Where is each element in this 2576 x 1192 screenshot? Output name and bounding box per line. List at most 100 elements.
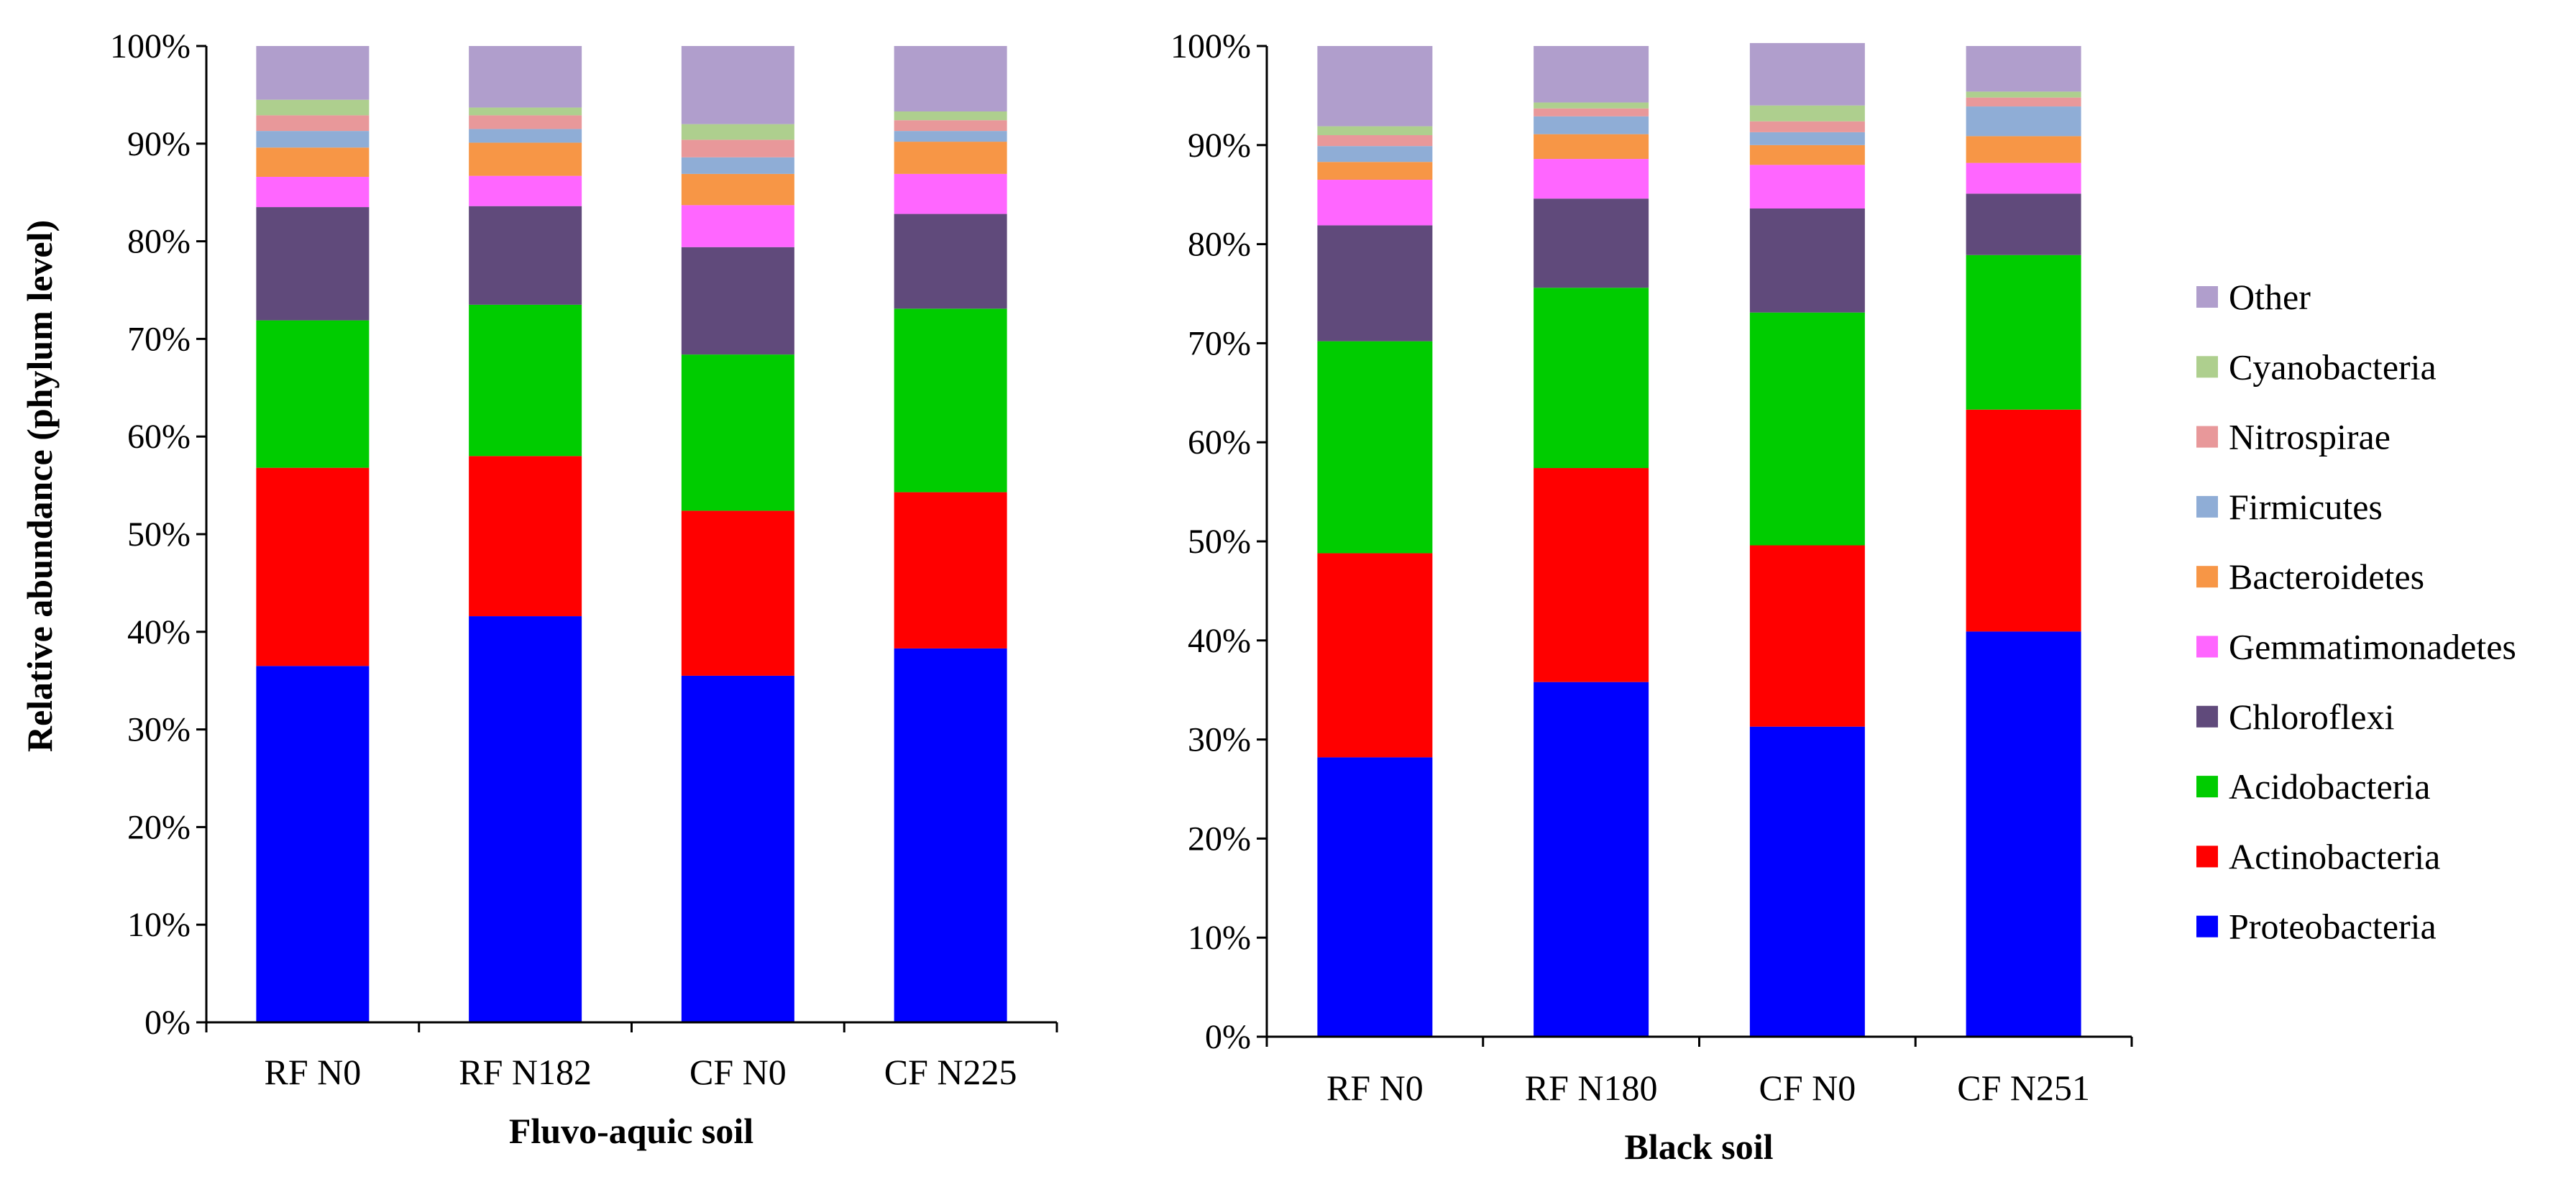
bar-segment-other-rf-n182 — [469, 46, 582, 108]
legend-label-acidobacteria: Acidobacteria — [2229, 766, 2430, 807]
bar-segment-other-rf-n0 — [256, 46, 370, 100]
bar-segment-chloroflexi-cf-n225 — [894, 214, 1007, 309]
bar-segment-proteobacteria-cf-n0 — [681, 675, 794, 1022]
bar-segment-bacteroidetes-rf-n0 — [256, 147, 370, 177]
bar-segment-gemmatimonadetes-cf-n251 — [1966, 162, 2081, 194]
legend-swatch-other — [2196, 286, 2218, 308]
chart-fluvo-aquic-soil: 0%10%20%30%40%50%60%70%80%90%100% RF N0 R… — [110, 27, 1058, 1151]
legend-swatch-proteobacteria — [2196, 915, 2218, 937]
bar-segment-acidobacteria-cf-n0 — [681, 354, 794, 511]
bar-segment-gemmatimonadetes-rf-n0 — [256, 176, 370, 208]
y-tick-label: 80% — [1188, 226, 1251, 264]
y-tick-label: 60% — [1188, 423, 1251, 462]
x-category-label: RF N0 — [1326, 1068, 1424, 1108]
bar-segment-gemmatimonadetes-rf-n182 — [469, 175, 582, 206]
x-ticks-black: RF N0 RF N180 CF N0 CF N251 — [1265, 1037, 2133, 1108]
legend-swatch-cyanobacteria — [2196, 356, 2218, 378]
bar-segment-firmicutes-rf-n0 — [1317, 146, 1433, 162]
bar-segment-bacteroidetes-cf-n225 — [894, 142, 1007, 174]
bar-segment-proteobacteria-rf-n0 — [1317, 757, 1433, 1037]
bar-segment-cyanobacteria-cf-n251 — [1966, 91, 2081, 98]
y-tick-label: 100% — [1170, 27, 1251, 65]
y-tick-label: 40% — [1188, 622, 1251, 660]
bar-segment-acidobacteria-rf-n180 — [1534, 288, 1649, 469]
bar-segment-actinobacteria-rf-n0 — [256, 467, 370, 666]
y-tick-label: 90% — [1188, 127, 1251, 165]
bar-segment-cyanobacteria-cf-n0 — [1749, 105, 1865, 122]
legend-label-firmicutes: Firmicutes — [2229, 487, 2383, 527]
bar-segment-acidobacteria-cf-n251 — [1966, 255, 2081, 410]
legend-label-chloroflexi: Chloroflexi — [2229, 697, 2395, 737]
x-category-label: CF N251 — [1957, 1068, 2090, 1108]
bar-segment-nitrospirae-cf-n251 — [1966, 97, 2081, 107]
bar-segment-chloroflexi-cf-n0 — [1749, 208, 1865, 313]
bar-segment-chloroflexi-cf-n0 — [681, 247, 794, 355]
bar-segment-acidobacteria-rf-n0 — [1317, 341, 1433, 554]
y-tick-label: 80% — [127, 223, 191, 261]
x-category-label: CF N225 — [884, 1052, 1017, 1092]
bar-segment-nitrospirae-rf-n0 — [1317, 135, 1433, 147]
bar-segment-firmicutes-cf-n0 — [1749, 132, 1865, 145]
y-ticks-fluvo: 0% 10% 20% 30% 40% 50% 60% 70% 80% 90% 100% — [110, 27, 206, 1042]
bar-segment-nitrospirae-rf-n180 — [1534, 108, 1649, 116]
bar-segment-other-rf-n0 — [1317, 46, 1433, 127]
bar-segment-cyanobacteria-rf-n180 — [1534, 102, 1649, 109]
bar-segment-proteobacteria-cf-n251 — [1966, 631, 2081, 1037]
x-category-label: RF N180 — [1525, 1068, 1658, 1108]
legend-swatch-firmicutes — [2196, 495, 2218, 518]
bar-segment-firmicutes-cf-n251 — [1966, 106, 2081, 137]
legend-label-other: Other — [2229, 277, 2311, 317]
bar-segment-proteobacteria-cf-n225 — [894, 648, 1007, 1022]
bar-segment-proteobacteria-rf-n182 — [469, 616, 582, 1022]
x-category-label: RF N0 — [264, 1052, 361, 1092]
bar-segment-gemmatimonadetes-rf-n0 — [1317, 180, 1433, 226]
legend-swatch-bacteroidetes — [2196, 566, 2218, 588]
y-tick-label: 60% — [127, 418, 191, 456]
bar-segment-gemmatimonadetes-cf-n225 — [894, 173, 1007, 214]
legend-label-proteobacteria: Proteobacteria — [2229, 907, 2437, 947]
bar-segment-other-cf-n0 — [1749, 42, 1865, 106]
chart-black-soil: 0%10%20%30%40%50%60%70%80%90%100% RF N0 R… — [1170, 27, 2133, 1167]
y-tick-label: 100% — [110, 27, 191, 65]
bar-segment-actinobacteria-rf-n0 — [1317, 553, 1433, 758]
bar-segment-nitrospirae-rf-n182 — [469, 115, 582, 129]
x-axis-title-black: Black soil — [1625, 1127, 1774, 1167]
bar-segment-proteobacteria-rf-n180 — [1534, 682, 1649, 1037]
bar-segment-chloroflexi-cf-n251 — [1966, 193, 2081, 255]
bar-segment-cyanobacteria-rf-n0 — [256, 99, 370, 116]
bar-segment-gemmatimonadetes-cf-n0 — [681, 205, 794, 247]
y-tick-label: 20% — [127, 808, 191, 846]
bar-segment-bacteroidetes-cf-n0 — [1749, 145, 1865, 165]
bars-black-soil — [1317, 42, 2081, 1037]
y-tick-label: 70% — [127, 320, 191, 358]
bar-segment-actinobacteria-cf-n225 — [894, 492, 1007, 648]
bars-fluvo-aquic — [256, 46, 1007, 1022]
bar-segment-nitrospirae-cf-n0 — [1749, 121, 1865, 132]
bar-segment-actinobacteria-cf-n251 — [1966, 409, 2081, 632]
y-tick-label: 50% — [127, 515, 191, 554]
y-axis-title: Relative abundance (phylum level) — [19, 220, 60, 752]
x-ticks-fluvo: RF N0 RF N182 CF N0 CF N225 — [205, 1022, 1058, 1092]
y-ticks-black: 0% 10% 20% 30% 40% 50% 60% 70% 80% 90% 100% — [1170, 27, 1267, 1056]
bar-segment-bacteroidetes-rf-n182 — [469, 142, 582, 176]
legend-swatch-actinobacteria — [2196, 845, 2218, 868]
y-tick-label: 10% — [127, 906, 191, 944]
bar-segment-other-cf-n251 — [1966, 46, 2081, 92]
y-tick-label: 40% — [127, 613, 191, 651]
legend-label-gemmatimonadetes: Gemmatimonadetes — [2229, 627, 2516, 667]
bar-segment-firmicutes-cf-n225 — [894, 131, 1007, 142]
y-tick-label: 30% — [1188, 721, 1251, 759]
legend-swatch-nitrospirae — [2196, 426, 2218, 448]
bar-segment-actinobacteria-cf-n0 — [1749, 545, 1865, 727]
bar-segment-firmicutes-rf-n182 — [469, 129, 582, 143]
x-category-label: RF N182 — [459, 1052, 592, 1092]
legend-swatch-gemmatimonadetes — [2196, 636, 2218, 658]
bar-segment-proteobacteria-rf-n0 — [256, 666, 370, 1022]
y-tick-label: 30% — [127, 711, 191, 749]
y-tick-label: 0% — [145, 1004, 191, 1042]
y-tick-label: 50% — [1188, 523, 1251, 561]
bar-segment-gemmatimonadetes-rf-n180 — [1534, 159, 1649, 199]
x-axis-title-fluvo: Fluvo-aquic soil — [509, 1111, 753, 1151]
bar-segment-other-rf-n180 — [1534, 46, 1649, 103]
